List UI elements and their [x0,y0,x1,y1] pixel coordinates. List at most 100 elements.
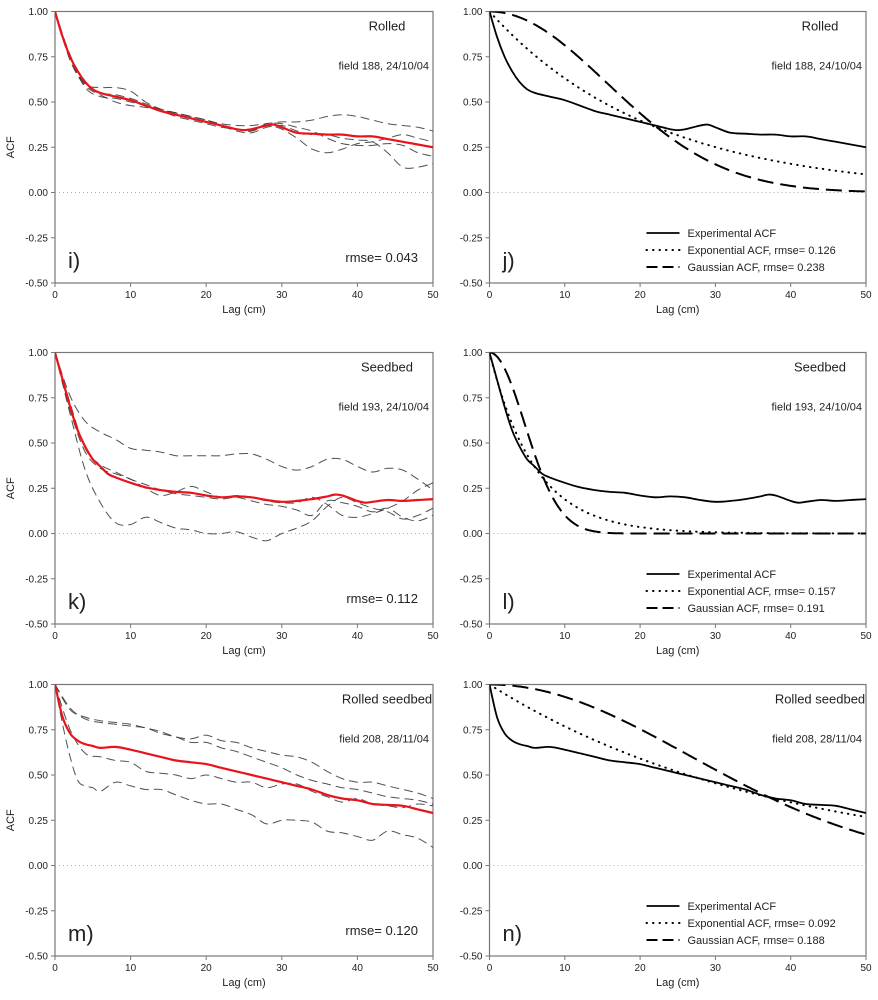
x-tick-label: 50 [860,290,872,301]
x-tick-label: 40 [785,631,797,642]
panel-title: Rolled seedbed [775,692,865,707]
panel-letter: j) [502,248,515,273]
exponential-acf-line [489,11,866,176]
replicate-acf-line [55,11,433,169]
x-tick-label: 40 [785,290,797,301]
y-tick-label: -0.25 [460,233,483,244]
y-tick-label: -0.50 [460,620,483,631]
panel-subtitle: field 208, 28/11/04 [339,734,429,746]
legend-label: Experimental ACF [688,228,777,240]
exponential-acf-line [489,684,866,818]
x-tick-label: 10 [559,290,571,301]
y-tick-label: -0.50 [25,279,48,290]
y-tick-label: -0.25 [25,233,48,244]
legend: Experimental ACF Exponential ACF, rmse= 0… [645,228,836,274]
y-tick-label: 1.00 [463,348,483,359]
series-group [55,11,433,169]
replicate-acf-line [55,352,433,542]
y-tick-label: 0.25 [463,143,483,154]
x-tick-label: 0 [487,631,493,642]
x-tick-label: 40 [785,963,797,974]
y-tick-label: 0.00 [463,188,483,199]
y-axis-label: ACF [5,809,17,831]
y-tick-label: 0.75 [29,393,49,404]
legend-label: Exponential ACF, rmse= 0.126 [688,245,836,257]
replicate-acf-line [55,352,433,522]
x-tick-label: 20 [201,290,213,301]
y-tick-label: -0.50 [460,279,483,290]
panel-title: Rolled [369,19,406,34]
x-tick-label: 30 [276,631,288,642]
y-tick-label: 0.50 [463,439,483,450]
x-tick-label: 40 [352,290,364,301]
legend: Experimental ACF Exponential ACF, rmse= 0… [645,901,836,947]
series-group [489,684,866,836]
x-tick-label: 0 [487,290,493,301]
x-tick-label: 10 [559,631,571,642]
panel-subtitle: field 188, 24/10/04 [338,61,429,73]
x-tick-label: 50 [860,631,872,642]
y-tick-label: 1.00 [29,680,49,691]
replicate-acf-line [55,11,433,132]
y-tick-label: 0.00 [29,188,49,199]
replicate-acf-line [55,11,433,157]
x-tick-label: 50 [427,290,439,301]
y-tick-label: 1.00 [463,680,483,691]
replicate-acf-line [55,352,433,518]
y-tick-label: 0.50 [29,439,49,450]
rmse-annotation: rmse= 0.043 [345,250,418,265]
mean-acf-line [55,11,433,149]
legend-label: Exponential ACF, rmse= 0.092 [688,918,836,930]
y-tick-label: 0.50 [29,771,49,782]
x-tick-label: 10 [125,963,137,974]
series-group [489,11,866,193]
y-tick-label: 0.25 [463,484,483,495]
panel-subtitle: field 208, 28/11/04 [772,734,862,746]
plot-frame [488,683,867,957]
x-tick-label: 30 [710,963,722,974]
panel-title: Rolled seedbed [342,692,432,707]
y-tick-label: 0.75 [463,52,483,63]
y-tick-label: -0.50 [25,952,48,963]
legend-label: Exponential ACF, rmse= 0.157 [688,586,836,598]
y-tick-label: -0.25 [460,574,483,585]
y-tick-label: 0.75 [463,725,483,736]
x-tick-label: 0 [52,290,58,301]
x-tick-label: 50 [427,963,439,974]
y-tick-label: 0.25 [463,816,483,827]
panel-subtitle: field 193, 24/10/04 [771,402,862,414]
plot-frame [54,351,434,625]
x-tick-label: 20 [635,631,647,642]
x-tick-label: 20 [635,290,647,301]
rmse-annotation: rmse= 0.112 [346,591,418,606]
y-tick-label: 0.75 [29,52,49,63]
panel-letter: k) [68,589,86,614]
panel-title: Seedbed [794,360,846,375]
x-tick-label: 30 [276,290,288,301]
x-axis-label: Lag (cm) [222,645,265,657]
plot-frame [54,10,434,284]
x-tick-label: 40 [352,963,364,974]
x-axis-label: Lag (cm) [656,645,699,657]
mean-acf-line [55,684,433,815]
replicate-acf-line [55,684,433,805]
legend-label: Gaussian ACF, rmse= 0.191 [688,603,825,615]
x-axis-label: Lag (cm) [656,304,699,316]
x-tick-label: 0 [487,963,493,974]
y-tick-label: -0.25 [25,906,48,917]
panel-title: Rolled [802,19,839,34]
panel-letter: m) [68,921,94,946]
plot-frame [488,351,867,625]
y-tick-label: 0.75 [463,393,483,404]
x-tick-label: 20 [201,631,213,642]
replicate-acf-line [55,352,433,491]
panel-i: 1.00 0.75 0.50 0.25 0.00 -0.25 -0.50 0 10 20 30 40 5… [5,7,439,316]
y-tick-label: 1.00 [463,7,483,18]
panel-n: 1.00 0.75 0.50 0.25 0.00 -0.25 -0.50 0 10 20 30 40 5… [460,680,872,989]
experimental-acf-line [489,11,866,149]
x-tick-label: 20 [635,963,647,974]
y-tick-label: 0.00 [463,529,483,540]
x-tick-label: 40 [352,631,364,642]
replicate-acf-line [55,684,433,809]
series-group [55,352,433,542]
